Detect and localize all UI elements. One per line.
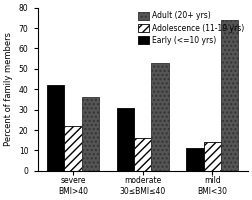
Bar <box>134 138 151 171</box>
Bar <box>82 97 99 171</box>
Y-axis label: Percent of family members: Percent of family members <box>4 32 13 146</box>
Bar <box>47 85 65 171</box>
Bar <box>186 148 204 171</box>
Bar <box>204 142 221 171</box>
Bar <box>65 126 82 171</box>
Bar <box>221 20 238 171</box>
Bar <box>151 63 169 171</box>
Legend: Adult (20+ yrs), Adolescence (11-19 yrs), Early (<=10 yrs): Adult (20+ yrs), Adolescence (11-19 yrs)… <box>135 8 247 48</box>
Bar <box>117 108 134 171</box>
